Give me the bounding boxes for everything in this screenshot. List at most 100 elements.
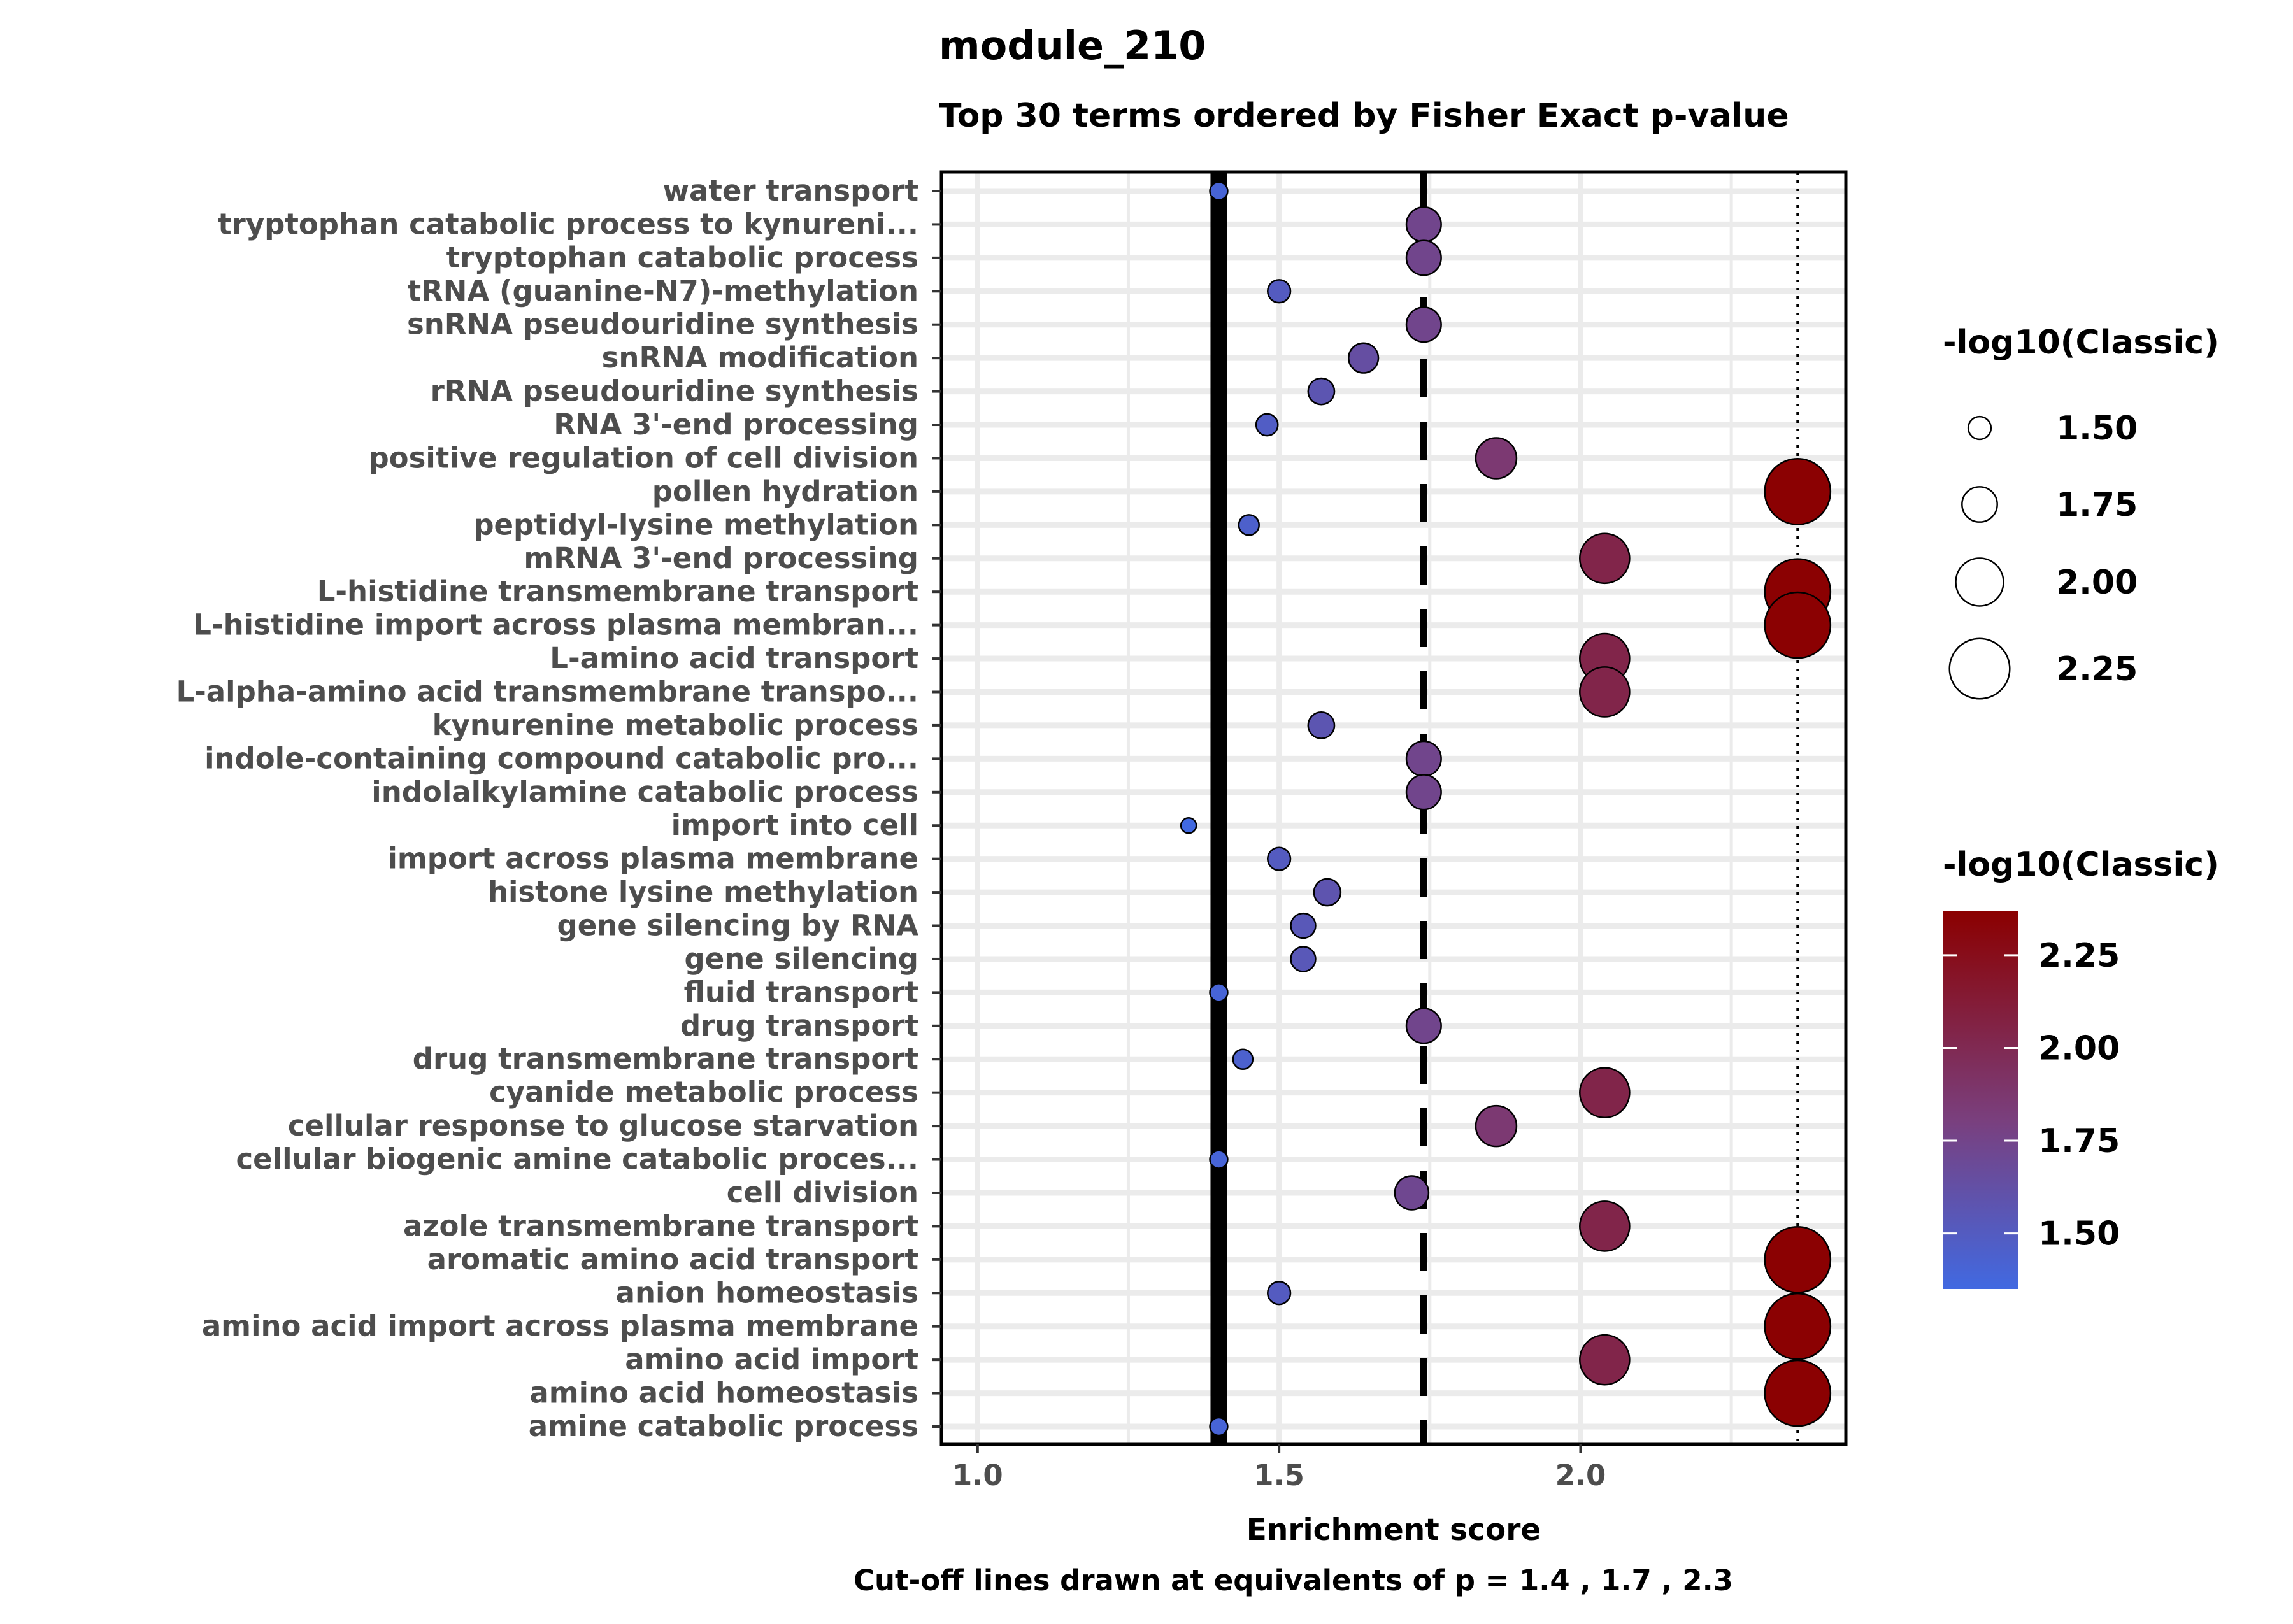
- chart-caption: Cut-off lines drawn at equivalents of p …: [854, 1563, 1733, 1597]
- y-tick-label: RNA 3'-end processing: [554, 408, 918, 441]
- data-point: [1313, 878, 1342, 907]
- y-tick-labels: water transport tryptophan catabolic proc…: [176, 174, 941, 1443]
- y-tick-label: drug transmembrane transport: [413, 1042, 918, 1076]
- color-legend-label: 2.25: [2038, 937, 2120, 975]
- data-point: [1307, 711, 1336, 739]
- color-legend: -log10(Classic) 1.50 1.75 2.00 2.25: [1943, 846, 2219, 1289]
- y-tick-label: L-histidine transmembrane transport: [317, 574, 918, 608]
- y-tick-label: gene silencing by RNA: [557, 909, 918, 943]
- data-point: [1764, 458, 1832, 525]
- data-point: [1209, 983, 1229, 1002]
- x-tick-label: 1.5: [1254, 1458, 1304, 1492]
- size-legend-label: 2.00: [2056, 564, 2138, 602]
- data-point: [1579, 1200, 1631, 1252]
- x-tick-label: 1.0: [952, 1458, 1003, 1492]
- chart-subtitle: Top 30 terms ordered by Fisher Exact p-v…: [939, 97, 1789, 135]
- y-tick-label: tRNA (guanine-N7)-methylation: [408, 274, 918, 308]
- data-point: [1180, 816, 1197, 834]
- y-tick-label: drug transport: [680, 1009, 918, 1043]
- data-point: [1232, 1048, 1254, 1071]
- data-points: [1180, 181, 1832, 1437]
- color-legend-label: 2.00: [2038, 1029, 2120, 1067]
- y-tick-label: import across plasma membrane: [387, 842, 918, 876]
- data-point: [1579, 666, 1631, 718]
- color-legend-title: -log10(Classic): [1943, 846, 2219, 884]
- data-point: [1764, 1225, 1832, 1293]
- data-point: [1579, 1334, 1631, 1386]
- y-tick-label: peptidyl-lysine methylation: [473, 508, 918, 541]
- data-point: [1394, 1175, 1430, 1211]
- y-tick-label: azole transmembrane transport: [403, 1209, 918, 1243]
- size-legend-title: -log10(Classic): [1943, 324, 2219, 362]
- y-tick-label: cyanide metabolic process: [489, 1076, 918, 1109]
- data-point: [1209, 1150, 1229, 1169]
- data-point: [1475, 437, 1518, 480]
- size-legend-label: 1.50: [2056, 410, 2138, 448]
- y-tick-label: aromatic amino acid transport: [427, 1243, 918, 1276]
- data-point: [1405, 774, 1442, 811]
- data-point: [1290, 946, 1317, 972]
- size-legend-label: 2.25: [2056, 650, 2138, 688]
- y-tick-label: cellular biogenic amine catabolic proces…: [236, 1143, 918, 1176]
- y-tick-label: import into cell: [671, 808, 918, 842]
- data-point: [1475, 1104, 1518, 1148]
- y-tick-label: positive regulation of cell division: [368, 441, 918, 474]
- data-point: [1290, 912, 1317, 939]
- color-legend-label: 1.75: [2038, 1122, 2120, 1160]
- size-legend-key: [1961, 486, 1998, 523]
- x-tick-label: 2.0: [1555, 1458, 1606, 1492]
- y-tick-label: cell division: [727, 1176, 918, 1209]
- y-tick-label: indole-containing compound catabolic pro…: [204, 741, 918, 775]
- data-point: [1579, 532, 1631, 585]
- y-tick-label: pollen hydration: [652, 474, 918, 508]
- data-point: [1764, 1292, 1832, 1360]
- panel-border: [939, 170, 1848, 1446]
- y-tick-label: rRNA pseudouridine synthesis: [431, 374, 918, 408]
- grid-lines: [941, 172, 1846, 1444]
- data-point: [1267, 1281, 1292, 1306]
- color-bar: [1943, 911, 2018, 1289]
- data-point: [1764, 591, 1832, 659]
- y-tick-label: indolalkylamine catabolic process: [371, 775, 918, 809]
- data-point: [1348, 342, 1380, 374]
- y-tick-label: L-alpha-amino acid transmembrane transpo…: [176, 674, 918, 708]
- data-point: [1405, 206, 1442, 243]
- data-point: [1209, 1416, 1229, 1437]
- x-axis-title: Enrichment score: [1247, 1513, 1541, 1548]
- data-point: [1209, 181, 1229, 201]
- y-tick-label: amino acid import across plasma membrane: [202, 1309, 918, 1343]
- data-point: [1405, 740, 1442, 777]
- y-tick-label: L-amino acid transport: [550, 641, 918, 675]
- y-tick-label: fluid transport: [684, 975, 918, 1009]
- y-tick-label: tryptophan catabolic process: [446, 241, 918, 274]
- data-point: [1238, 514, 1260, 536]
- size-legend: -log10(Classic) 1.50 1.75 2.00 2.25: [1943, 324, 2219, 700]
- chart-title: module_210: [939, 22, 1206, 69]
- data-point: [1267, 846, 1292, 871]
- y-tick-label: L-histidine import across plasma membran…: [193, 608, 918, 642]
- y-tick-label: amine catabolic process: [529, 1409, 918, 1443]
- data-point: [1405, 306, 1442, 343]
- y-tick-label: amino acid import: [625, 1343, 918, 1376]
- y-tick-label: snRNA pseudouridine synthesis: [407, 308, 918, 341]
- y-tick-label: gene silencing: [685, 942, 919, 976]
- x-tick-labels: 1.0 1.5 2.0: [952, 1444, 1606, 1492]
- data-point: [1405, 239, 1442, 276]
- y-tick-label: anion homeostasis: [616, 1276, 918, 1309]
- size-legend-key: [1948, 637, 2011, 700]
- cutoff-lines: [1210, 172, 1799, 1444]
- y-tick-label: snRNA modification: [602, 341, 918, 374]
- y-tick-label: histone lysine methylation: [488, 875, 918, 909]
- size-legend-label: 1.75: [2056, 486, 2138, 524]
- color-legend-label: 1.50: [2038, 1215, 2120, 1253]
- data-point: [1764, 1359, 1832, 1427]
- y-tick-label: cellular response to glucose starvation: [288, 1109, 918, 1143]
- data-point: [1307, 377, 1336, 406]
- data-point: [1405, 1008, 1442, 1044]
- y-tick-label: mRNA 3'-end processing: [524, 541, 918, 575]
- size-legend-key: [1967, 415, 1992, 441]
- y-tick-label: amino acid homeostasis: [529, 1376, 918, 1410]
- y-tick-label: water transport: [662, 174, 918, 208]
- data-point: [1255, 413, 1279, 437]
- y-tick-label: kynurenine metabolic process: [432, 708, 918, 742]
